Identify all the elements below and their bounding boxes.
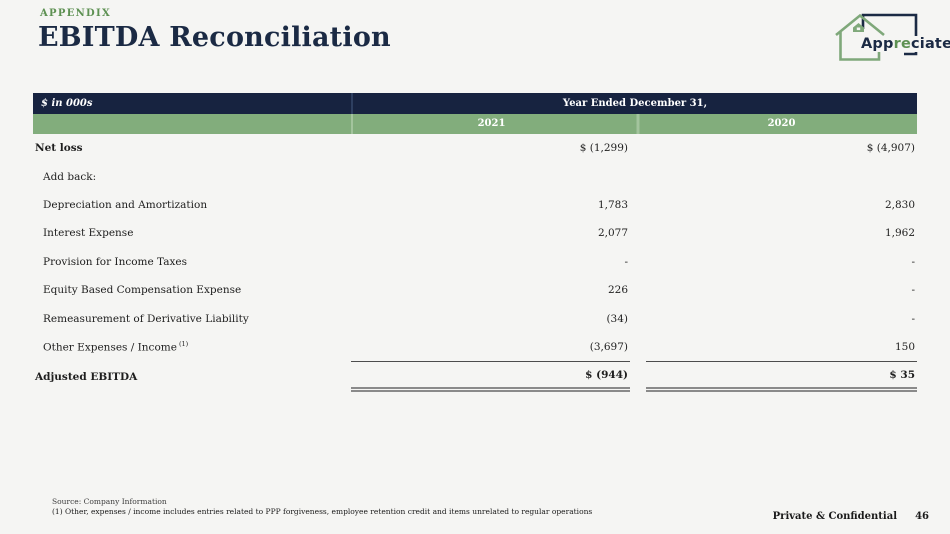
row-label: Depreciation and Amortization: [43, 198, 208, 211]
page-title: EBITDA Reconciliation: [38, 22, 391, 53]
row-value-2020: -: [911, 284, 915, 297]
row-label: Add back:: [43, 170, 97, 183]
row-value-2020: $ (4,907): [866, 142, 915, 155]
units-label: $ in 000s: [33, 93, 351, 114]
footnote-text: (1) Other, expenses / income includes en…: [52, 507, 593, 516]
row-label: Net loss: [35, 142, 83, 155]
row-value-2021: (3,697): [589, 340, 628, 353]
column-divider: [630, 114, 646, 134]
row-value-2021: 2,077: [597, 227, 628, 240]
table-body: Net loss $ (1,299) $ (4,907) Add back: D…: [33, 134, 917, 393]
appreciate-logo: Appreciate: [832, 8, 950, 64]
row-value-2021: (34): [606, 312, 628, 325]
row-value-2020: 150: [894, 340, 915, 353]
section-label: APPENDIX: [40, 8, 112, 19]
column-header-2020: 2020: [646, 114, 917, 134]
table-row: Remeasurement of Derivative Liability (3…: [33, 304, 917, 332]
page-number: 46: [915, 511, 929, 522]
confidential-label: Private & Confidential: [772, 511, 897, 522]
row-value-2020: -: [911, 312, 915, 325]
table-row: Other Expenses / Income (1) (3,697) 150: [33, 333, 917, 361]
row-value-2021: 226: [607, 284, 628, 297]
row-value-2021: 1,783: [597, 198, 628, 211]
row-label: Provision for Income Taxes: [43, 255, 188, 268]
source-note: Source: Company Information: [52, 497, 167, 506]
column-header-row: 2021 2020: [33, 114, 917, 134]
row-label: Equity Based Compensation Expense: [43, 284, 242, 297]
row-value-2021: $ (944): [351, 361, 630, 393]
table-row: Interest Expense 2,077 1,962: [33, 219, 917, 247]
row-value-2020: 1,962: [884, 227, 915, 240]
table-row: Depreciation and Amortization 1,783 2,83…: [33, 191, 917, 219]
column-header-spacer: [33, 114, 351, 134]
house-logo-icon: [835, 13, 918, 61]
logo-wordmark: Appreciate: [859, 36, 950, 52]
row-value-2020: -: [911, 255, 915, 268]
row-label: Remeasurement of Derivative Liability: [43, 312, 249, 325]
row-label: Interest Expense: [43, 227, 134, 240]
column-header-2021: 2021: [351, 114, 630, 134]
row-value-2020: 2,830: [884, 198, 915, 211]
row-label: Other Expenses / Income (1): [43, 340, 189, 354]
table-row-total: Adjusted EBITDA $ (944) $ 35: [33, 361, 917, 393]
table-row: Provision for Income Taxes - -: [33, 248, 917, 276]
table-row: Add back:: [33, 162, 917, 190]
table-row: Net loss $ (1,299) $ (4,907): [33, 134, 917, 162]
footnote-marker: (1): [178, 340, 189, 349]
row-value-2020: $ 35: [646, 361, 917, 393]
row-value-2021: $ (1,299): [579, 142, 628, 155]
year-header: Year Ended December 31,: [351, 93, 917, 114]
table-header-row: $ in 000s Year Ended December 31,: [33, 93, 917, 114]
row-label: Adjusted EBITDA: [35, 370, 138, 383]
table-row: Equity Based Compensation Expense 226 -: [33, 276, 917, 304]
row-value-2021: -: [624, 255, 628, 268]
ebitda-reconciliation-table: $ in 000s Year Ended December 31, 2021 2…: [33, 93, 917, 393]
